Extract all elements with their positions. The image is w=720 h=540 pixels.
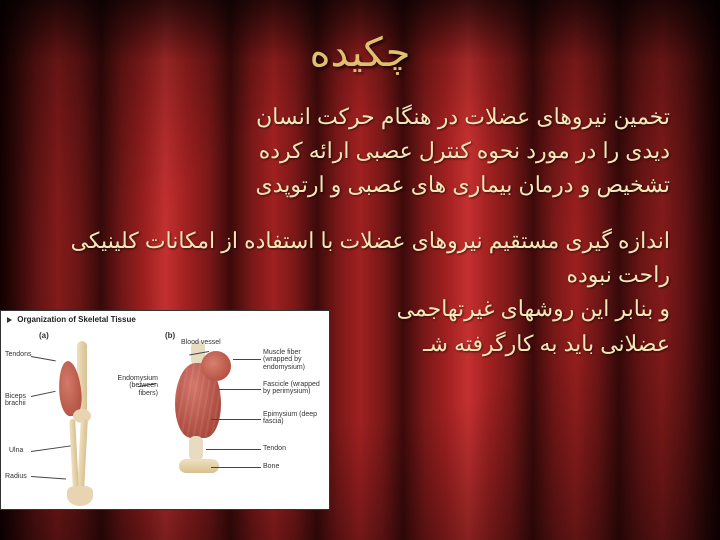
diagram-header-text: Organization of Skeletal Tissue [17,315,136,324]
label-endomysium: Endomysium (between fibers) [113,375,158,397]
body-gap [50,202,670,224]
ulna-shape [77,419,88,489]
label-biceps: Biceps brachii [5,393,35,407]
lead-epi [211,419,261,420]
body-line-4: اندازه گیری مستقیم نیروهای عضلات با استف… [50,224,670,292]
slide-title: چکیده [0,30,720,76]
lead-tendon [206,449,261,450]
fiber-bundle-shape [201,351,231,381]
lead-fiber [233,359,261,360]
label-tendons: Tendons [5,351,31,358]
skeletal-tissue-diagram: Organization of Skeletal Tissue (a) (b) … [0,310,330,510]
body-line-2: دیدی را در مورد نحوه کنترل عصبی ارائه کر… [50,134,670,168]
body-line-3: تشخیص و درمان بیماری های عصبی و ارتوپدی [50,168,670,202]
body-line-1: تخمین نیروهای عضلات در هنگام حرکت انسان [50,100,670,134]
radius-shape [69,419,79,489]
label-blood-vessel: Blood vessel [181,339,221,346]
hand-shape [67,486,93,506]
label-fascicle: Fascicle (wrapped by perimysium) [263,381,325,396]
lead-bone [211,467,261,468]
label-radius: Radius [5,473,27,480]
diagram-header: Organization of Skeletal Tissue [7,315,136,324]
label-bone: Bone [263,463,279,470]
label-muscle-fiber: Muscle fiber (wrapped by endomysium) [263,349,323,371]
label-epimysium: Epimysium (deep fascia) [263,411,323,426]
label-ulna: Ulna [9,447,23,454]
triangle-bullet-icon [7,317,12,323]
tendon-bottom-shape [189,436,203,461]
label-tendon: Tendon [263,445,286,452]
lead-fascicle [219,389,261,390]
panel-b-label: (b) [165,331,175,340]
arm-illustration [29,341,139,506]
bone-bottom-shape [179,459,219,473]
panel-a-label: (a) [39,331,49,340]
